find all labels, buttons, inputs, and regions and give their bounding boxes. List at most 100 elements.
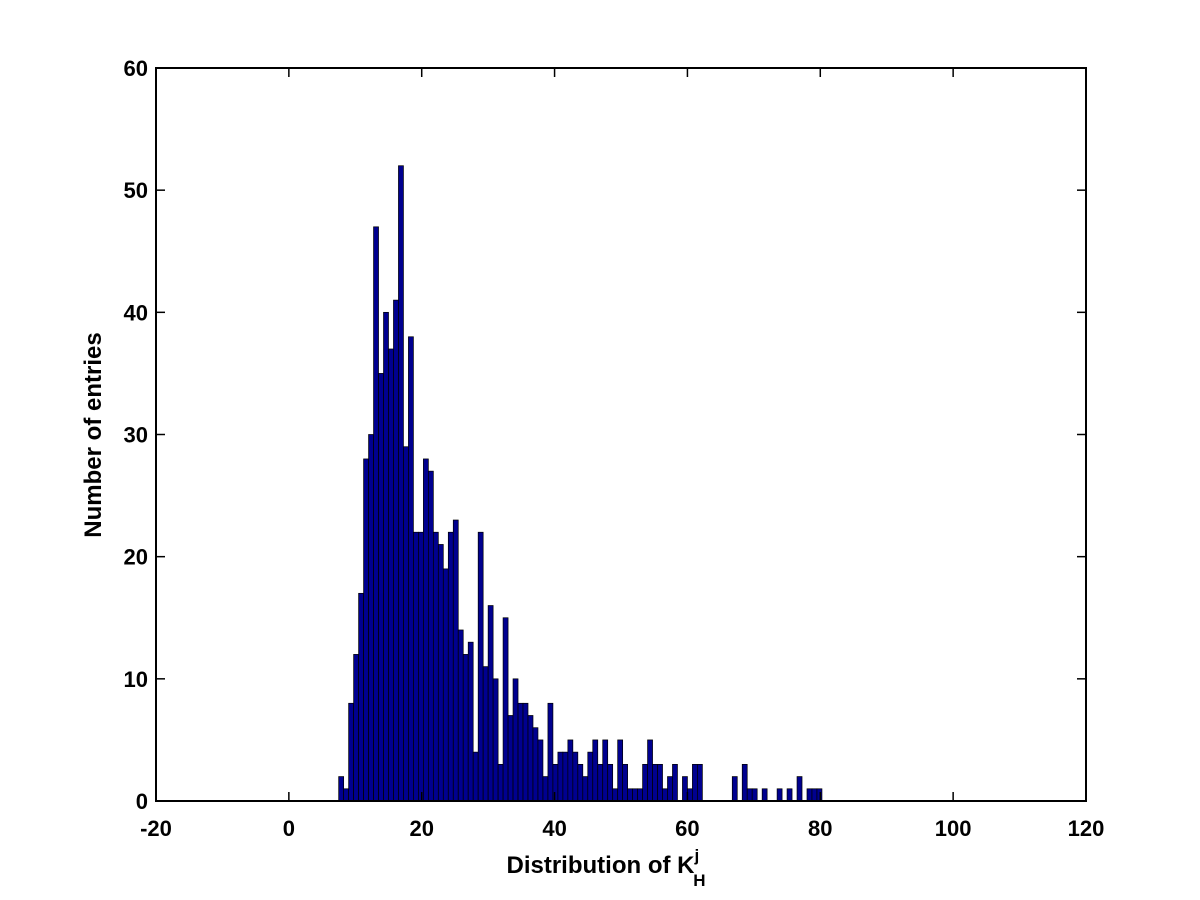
histogram-bar — [497, 763, 504, 802]
histogram-bar — [662, 788, 668, 802]
histogram-bar — [418, 531, 424, 802]
x-axis-label: Distribution of Kj H — [507, 846, 706, 890]
x-tick-label: 60 — [675, 816, 699, 841]
histogram-bar — [597, 763, 604, 802]
histogram-bar — [537, 739, 544, 802]
histogram-bar — [348, 702, 354, 802]
histogram-bar — [647, 739, 653, 802]
x-tick-label: -20 — [140, 816, 172, 841]
histogram-bar — [622, 763, 628, 802]
histogram-bar — [592, 739, 599, 802]
histogram-bar — [746, 788, 753, 802]
x-tick-label: 40 — [542, 816, 566, 841]
histogram-bar — [462, 654, 469, 802]
y-axis-label: Number of entries — [80, 332, 107, 537]
histogram-bar — [502, 617, 509, 802]
histogram-bar — [432, 531, 439, 802]
histogram-bar — [437, 544, 444, 802]
histogram-bar — [388, 348, 394, 802]
histogram-bar — [383, 311, 389, 802]
histogram-bar — [697, 763, 703, 802]
histogram-bar — [378, 373, 384, 802]
histogram-bar — [512, 678, 519, 802]
histogram-bar — [741, 763, 748, 802]
histogram-bar — [672, 763, 678, 802]
histogram-bar — [796, 776, 803, 802]
histogram-bar — [343, 788, 349, 802]
x-tick-label: 80 — [808, 816, 832, 841]
histogram-bar — [467, 641, 474, 802]
histogram-bar — [428, 470, 434, 802]
histogram-bar — [507, 715, 514, 802]
histogram-bar — [393, 299, 399, 802]
histogram-bar — [617, 739, 624, 802]
histogram-bar — [552, 763, 559, 802]
histogram-bar — [587, 751, 594, 802]
histogram-bar — [806, 788, 813, 802]
histogram-bar — [547, 702, 554, 802]
histogram-bar — [472, 751, 479, 802]
y-tick-label: 20 — [124, 545, 148, 570]
y-tick-label: 40 — [124, 300, 148, 325]
histogram-bar — [562, 751, 569, 802]
histogram-bar — [368, 434, 374, 802]
x-axis-label-superscript: j — [693, 846, 699, 865]
histogram-bar — [492, 678, 499, 802]
histogram-bar — [811, 788, 818, 802]
histogram-bar — [403, 446, 409, 802]
y-tick-label: 10 — [124, 667, 148, 692]
histogram-bar — [567, 739, 574, 802]
x-axis-label-text: Distribution of K — [507, 852, 696, 879]
histogram-bar — [751, 788, 758, 802]
y-tick-label: 50 — [124, 178, 148, 203]
x-tick-label: 0 — [283, 816, 295, 841]
plot-area — [156, 68, 1086, 801]
histogram-bar — [482, 666, 489, 802]
histogram-bar — [358, 592, 364, 802]
histogram-bar — [692, 763, 698, 802]
histogram-bar — [527, 715, 534, 802]
histogram-bar — [338, 776, 345, 802]
y-tick-labels: 0 10 20 30 40 50 60 — [124, 56, 148, 814]
histogram-bar — [602, 739, 609, 802]
x-tick-label: 120 — [1068, 816, 1105, 841]
histogram-bar — [457, 629, 464, 802]
histogram-bar — [363, 458, 369, 802]
histogram-bar — [582, 776, 589, 802]
histogram-bar — [522, 702, 529, 802]
histogram-bar — [607, 763, 614, 802]
histogram-bar — [408, 336, 414, 802]
histogram-bar — [442, 568, 449, 802]
histogram-bar — [627, 788, 633, 802]
histogram-bar — [353, 654, 359, 802]
histogram-bar — [487, 605, 494, 802]
histogram-bar — [532, 727, 539, 802]
histogram-bar — [517, 702, 524, 802]
histogram-bar — [776, 788, 783, 802]
histogram-bar — [816, 788, 823, 802]
y-tick-label: 60 — [124, 56, 148, 81]
histogram-bar — [652, 763, 658, 802]
histogram-bar — [557, 751, 564, 802]
y-tick-label: 0 — [136, 789, 148, 814]
histogram-bar — [637, 788, 643, 802]
x-tick-labels: -20 0 20 40 60 80 100 120 — [140, 816, 1104, 841]
x-axis-label-subscript: H — [693, 871, 705, 890]
histogram-bar — [373, 226, 379, 802]
x-tick-label: 20 — [409, 816, 433, 841]
histogram-bar — [642, 763, 648, 802]
x-tick-label: 100 — [935, 816, 972, 841]
histogram-bar — [612, 788, 619, 802]
histogram-bar — [477, 531, 484, 802]
histogram-bar — [657, 763, 663, 802]
histogram-bar — [542, 776, 549, 802]
histogram-bars — [338, 165, 823, 802]
histogram-bar — [731, 776, 738, 802]
histogram-bar — [413, 531, 419, 802]
histogram-bar — [452, 519, 459, 802]
histogram-bar — [667, 776, 673, 802]
histogram-bar — [423, 458, 429, 802]
histogram-bar — [761, 788, 768, 802]
histogram-bar — [577, 763, 584, 802]
